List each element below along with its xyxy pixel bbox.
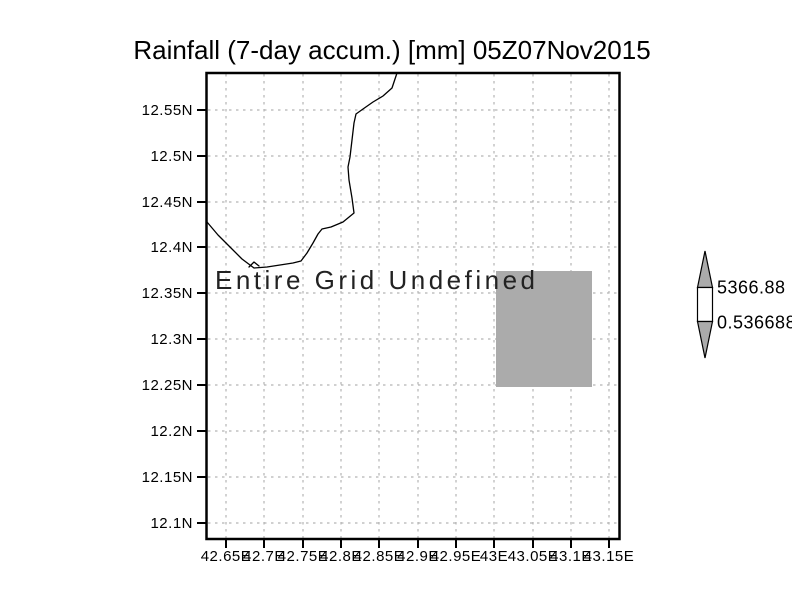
- lat-tick-label: 12.2N: [150, 423, 193, 440]
- lon-tick-label: 42.8E: [320, 548, 362, 565]
- lon-tick-label: 43.15E: [584, 548, 635, 565]
- lat-tick-label: 12.4N: [150, 239, 193, 256]
- lon-tick-label: 42.65E: [201, 548, 252, 565]
- colorbar-bottom-arrow: [696, 320, 714, 359]
- lon-tick-label: 42.9E: [397, 548, 439, 565]
- colorbar: 5366.88 0.536688: [696, 250, 792, 359]
- latitude-ticks: [197, 109, 206, 524]
- lat-tick-label: 12.25N: [142, 377, 193, 394]
- colorbar-max-label: 5366.88: [717, 278, 786, 298]
- colorbar-top-arrow: [696, 250, 714, 289]
- lon-tick-label: 43.1E: [550, 548, 592, 565]
- plot-frame: [205, 71, 621, 541]
- lon-tick-label: 42.95E: [431, 548, 482, 565]
- lat-tick-label: 12.5N: [150, 148, 193, 165]
- plot-title: Rainfall (7-day accum.) [mm] 05Z07Nov201…: [133, 35, 650, 65]
- undefined-data-cell: [496, 271, 592, 387]
- lat-tick-label: 12.55N: [142, 102, 193, 119]
- lat-tick-label: 12.15N: [142, 469, 193, 486]
- latitude-tick-labels: 12.55N 12.5N 12.45N 12.4N 12.35N 12.3N 1…: [142, 102, 193, 532]
- lat-tick-label: 12.35N: [142, 285, 193, 302]
- colorbar-box: [696, 286, 714, 323]
- coastline: [206, 72, 398, 269]
- lon-tick-label: 43.05E: [508, 548, 559, 565]
- lon-tick-label: 42.85E: [354, 548, 405, 565]
- lat-tick-label: 12.3N: [150, 331, 193, 348]
- lon-tick-label: 42.7E: [243, 548, 285, 565]
- colorbar-min-label: 0.536688: [717, 313, 792, 333]
- lon-tick-label: 42.75E: [278, 548, 329, 565]
- longitude-ticks: [225, 540, 610, 548]
- entire-grid-undefined-annotation: Entire Grid Undefined: [215, 265, 539, 295]
- lon-tick-label: 43E: [480, 548, 508, 565]
- longitude-tick-labels: 42.65E 42.7E 42.75E 42.8E 42.85E 42.9E 4…: [201, 548, 635, 565]
- lat-tick-label: 12.45N: [142, 194, 193, 211]
- lat-tick-label: 12.1N: [150, 515, 193, 532]
- coastline-islet-mark: [248, 261, 260, 268]
- latitude-gridlines: [208, 109, 618, 524]
